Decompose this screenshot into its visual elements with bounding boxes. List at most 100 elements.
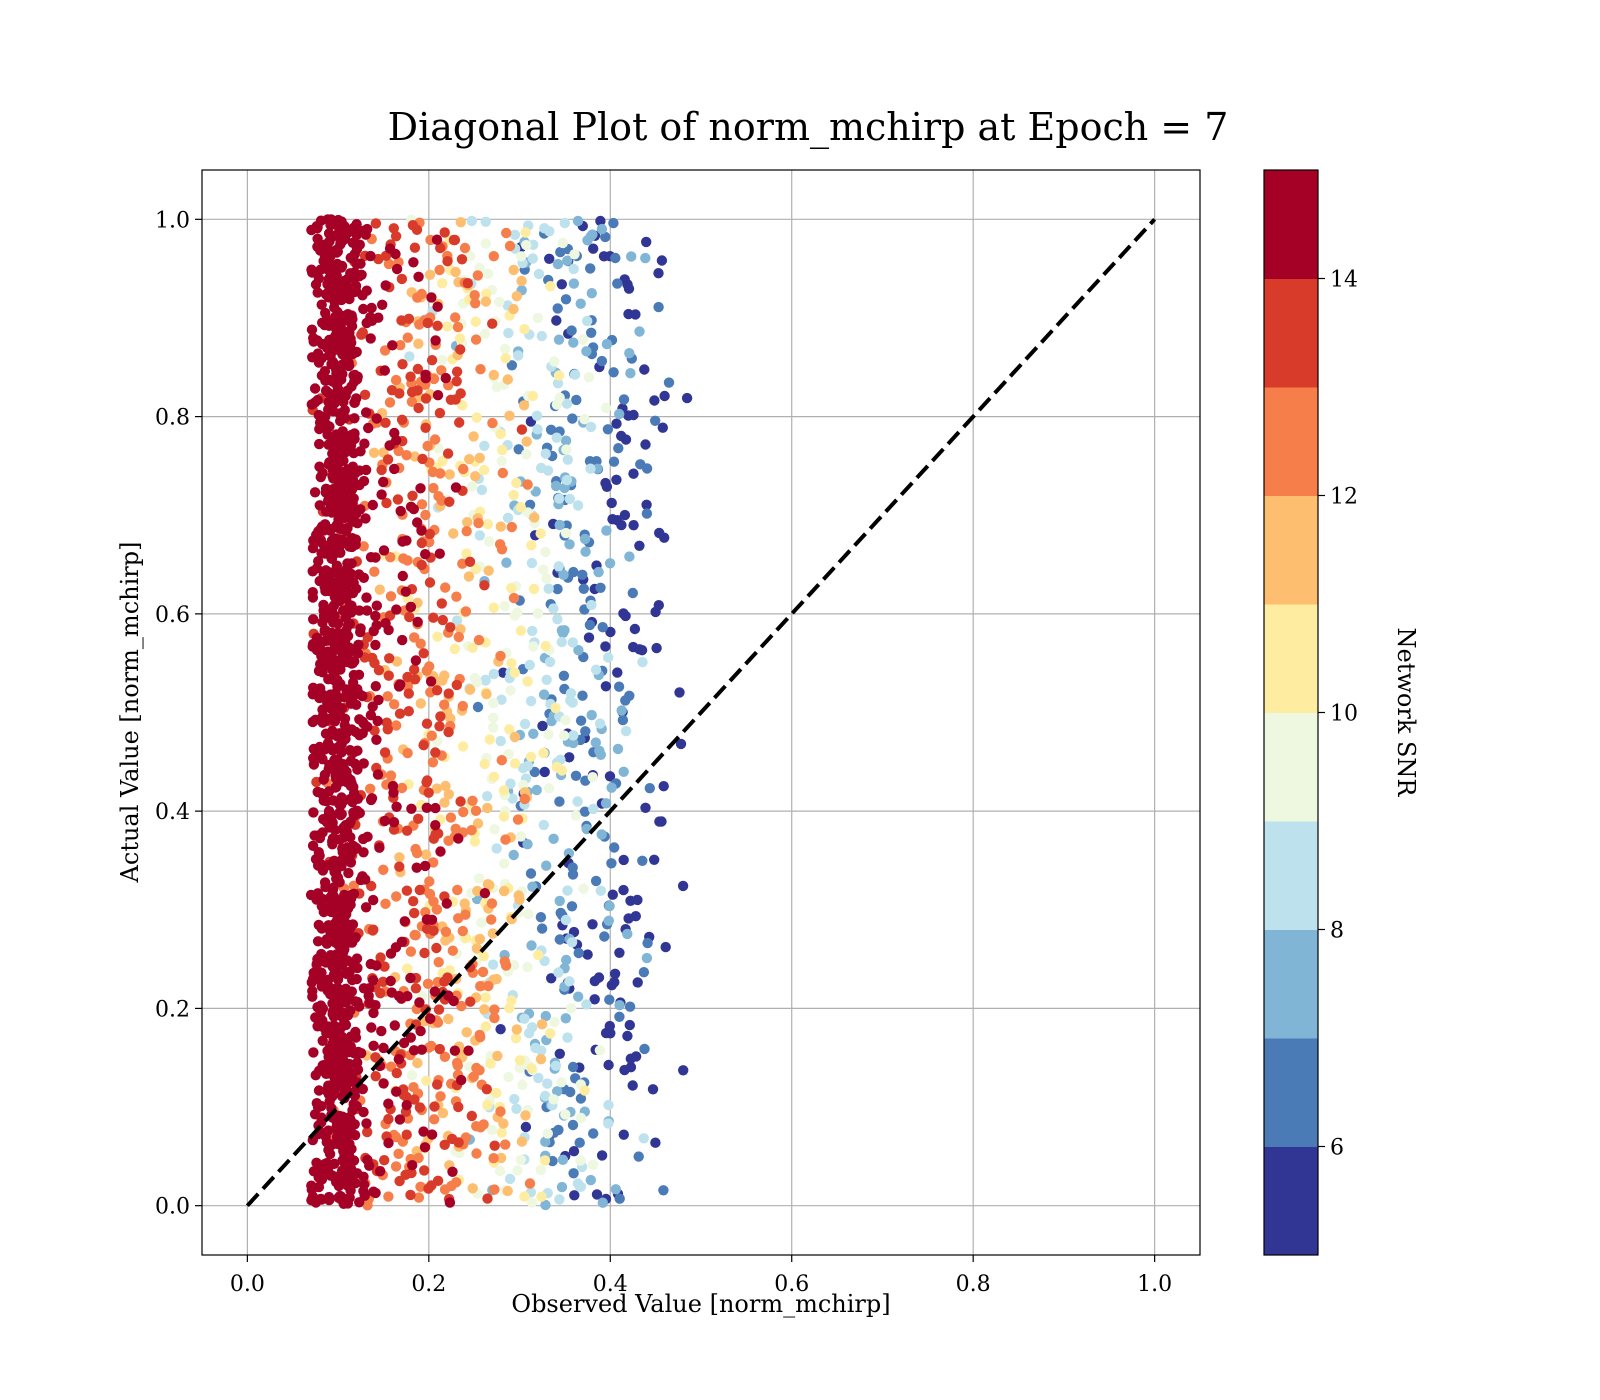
data-point [628, 409, 639, 421]
data-point [650, 1137, 661, 1148]
data-point [480, 1021, 491, 1032]
data-point [329, 583, 340, 594]
data-point [319, 581, 330, 593]
data-point [422, 978, 434, 989]
data-point [544, 656, 556, 668]
data-point [428, 612, 439, 623]
data-point [413, 813, 424, 824]
data-point [522, 961, 533, 973]
data-point [358, 1106, 369, 1118]
x-tick-label: 1.0 [1137, 1272, 1172, 1297]
data-point [512, 1165, 523, 1176]
data-point [308, 1047, 319, 1058]
data-point [428, 482, 439, 494]
data-point [329, 1001, 341, 1012]
data-point [519, 718, 531, 730]
data-point [556, 1077, 567, 1088]
data-point [312, 233, 323, 244]
data-point [314, 741, 325, 753]
data-point [325, 808, 336, 820]
data-point [328, 882, 339, 893]
data-point [332, 1176, 343, 1188]
data-point [624, 1001, 636, 1012]
data-point [551, 432, 562, 443]
data-point [436, 495, 447, 506]
data-point [408, 896, 419, 907]
data-point [585, 421, 597, 433]
data-point [575, 715, 587, 726]
data-point [469, 290, 480, 301]
data-point [522, 479, 533, 490]
data-point [358, 1179, 370, 1190]
data-point [318, 774, 329, 785]
data-point [427, 757, 439, 768]
data-point [306, 1180, 317, 1191]
data-point [379, 1155, 390, 1166]
data-point [470, 334, 482, 345]
data-point [521, 239, 532, 251]
data-point [500, 1139, 511, 1150]
data-point [527, 390, 539, 402]
data-point [618, 394, 630, 405]
data-point [347, 658, 358, 669]
data-point [603, 1099, 614, 1111]
colorbar-label: Network SNR [1392, 628, 1420, 798]
data-point [554, 895, 565, 907]
colorbar-bin [1264, 170, 1318, 279]
data-point [470, 298, 481, 309]
data-point [600, 231, 611, 243]
data-point [336, 746, 347, 757]
data-point [315, 534, 326, 546]
data-point [533, 949, 544, 961]
data-point [545, 281, 556, 292]
data-point [342, 1198, 354, 1209]
data-point [587, 919, 598, 930]
data-point [488, 668, 499, 680]
data-point [429, 434, 441, 445]
data-point [340, 983, 351, 994]
data-point [451, 679, 462, 691]
data-point [492, 1050, 503, 1062]
data-point [586, 327, 597, 338]
data-point [424, 1013, 436, 1024]
data-point [617, 714, 629, 726]
data-point [371, 960, 382, 971]
data-point [466, 1110, 477, 1122]
data-point [342, 604, 353, 616]
data-point [325, 219, 336, 231]
data-point [343, 648, 354, 659]
data-point [527, 1022, 538, 1033]
data-point [367, 975, 379, 986]
data-point [638, 1133, 649, 1144]
data-point [595, 885, 606, 896]
data-point [514, 1062, 525, 1074]
data-point [607, 889, 618, 900]
data-point [402, 332, 413, 343]
data-point [451, 615, 463, 626]
data-point [470, 805, 482, 816]
data-point [542, 1128, 553, 1139]
data-point [369, 566, 380, 577]
data-point [528, 728, 539, 739]
data-point [540, 640, 551, 652]
data-point [412, 616, 423, 628]
data-point [342, 630, 354, 642]
data-point [552, 583, 563, 595]
data-point [347, 269, 359, 280]
data-point [479, 580, 490, 591]
data-point [639, 1043, 650, 1055]
data-point [313, 357, 325, 368]
data-point [367, 701, 378, 712]
data-point [633, 1151, 644, 1162]
data-point [317, 1003, 329, 1014]
data-point [325, 692, 337, 704]
data-point [407, 220, 419, 231]
data-point [358, 303, 369, 315]
data-point [567, 637, 578, 648]
data-point [431, 685, 443, 696]
data-point [647, 1084, 659, 1095]
data-point [324, 258, 335, 269]
data-point [341, 525, 352, 536]
data-point [368, 894, 379, 906]
